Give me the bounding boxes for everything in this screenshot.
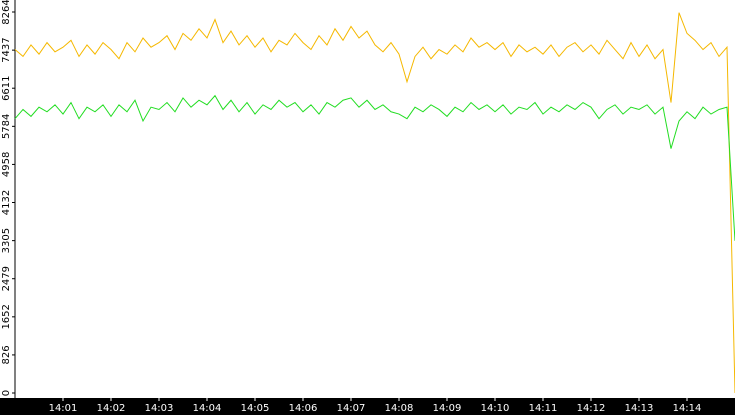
x-tick-label: 14:11 <box>529 403 558 414</box>
x-tick-label: 14:01 <box>49 403 78 414</box>
x-tick-label: 14:09 <box>433 403 462 414</box>
y-tick-label: 1652 <box>1 304 12 329</box>
y-tick-label: 3305 <box>1 228 12 253</box>
y-tick-label: 826 <box>1 345 12 364</box>
y-tick-label: 0 <box>1 390 12 396</box>
y-tick-label: 5784 <box>1 114 12 139</box>
x-axis-band <box>0 398 735 415</box>
x-tick-label: 14:06 <box>289 403 318 414</box>
x-tick-label: 14:10 <box>481 403 510 414</box>
x-tick-label: 14:04 <box>193 403 222 414</box>
series-line <box>14 12 735 394</box>
y-tick-label: 4132 <box>1 190 12 215</box>
x-tick-label: 14:14 <box>673 403 702 414</box>
x-tick-label: 14:05 <box>241 403 270 414</box>
series-line <box>14 94 735 241</box>
y-tick-label: 2479 <box>1 266 12 291</box>
x-tick-label: 14:13 <box>625 403 654 414</box>
x-tick-label: 14:02 <box>97 403 126 414</box>
y-tick-label: 7437 <box>1 37 12 62</box>
x-tick-label: 14:12 <box>577 403 606 414</box>
y-tick-label: 4958 <box>1 152 12 177</box>
y-tick-label: 6611 <box>1 75 12 100</box>
x-tick-label: 14:08 <box>385 403 414 414</box>
x-tick-label: 14:07 <box>337 403 366 414</box>
y-tick-label: 8264 <box>1 0 12 25</box>
x-tick-label: 14:03 <box>145 403 174 414</box>
